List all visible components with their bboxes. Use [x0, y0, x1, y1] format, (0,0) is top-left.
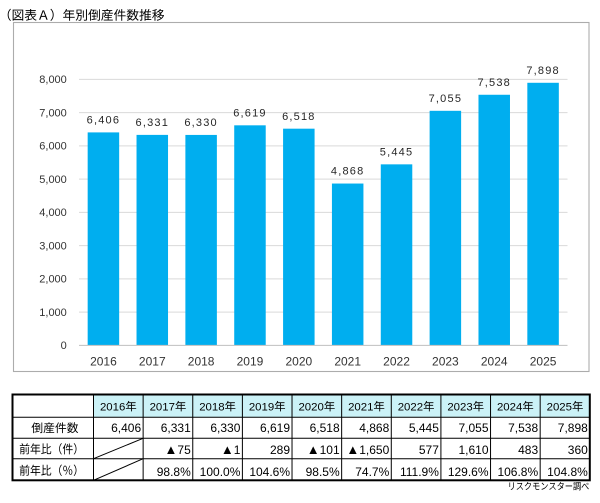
svg-text:1,000: 1,000 [39, 307, 67, 319]
svg-text:7,055: 7,055 [429, 93, 463, 105]
svg-text:6,331: 6,331 [136, 117, 170, 129]
svg-text:2025: 2025 [530, 355, 557, 369]
svg-text:6,331: 6,331 [161, 421, 191, 435]
svg-text:6,518: 6,518 [310, 421, 340, 435]
svg-text:2016: 2016 [100, 402, 125, 414]
svg-text:3,000: 3,000 [39, 240, 67, 252]
svg-text:5,445: 5,445 [409, 421, 439, 435]
svg-text:4,000: 4,000 [39, 207, 67, 219]
svg-text:▲75: ▲75 [165, 442, 192, 457]
svg-text:100.0%: 100.0% [200, 465, 241, 479]
svg-text:2,000: 2,000 [39, 274, 67, 286]
svg-text:▲1,650: ▲1,650 [346, 442, 389, 457]
svg-text:8,000: 8,000 [39, 74, 67, 86]
svg-text:98.5%: 98.5% [306, 465, 340, 479]
svg-text:6,330: 6,330 [184, 117, 218, 129]
svg-text:104.6%: 104.6% [249, 465, 290, 479]
svg-text:2017: 2017 [150, 402, 175, 414]
svg-text:106.8%: 106.8% [497, 465, 538, 479]
svg-text:5,445: 5,445 [380, 147, 414, 159]
svg-text:7,538: 7,538 [477, 77, 511, 89]
svg-text:2021: 2021 [334, 355, 361, 369]
svg-text:▲101: ▲101 [307, 442, 340, 457]
svg-text:2018: 2018 [188, 355, 215, 369]
svg-text:483: 483 [518, 443, 538, 457]
svg-text:7,538: 7,538 [508, 421, 538, 435]
svg-text:2022: 2022 [398, 402, 423, 414]
svg-text:129.6%: 129.6% [448, 465, 489, 479]
svg-text:6,619: 6,619 [260, 421, 290, 435]
svg-text:2021: 2021 [348, 402, 373, 414]
svg-text:2022: 2022 [383, 355, 410, 369]
svg-text:2018: 2018 [199, 402, 224, 414]
svg-text:6,000: 6,000 [39, 141, 67, 153]
svg-text:577: 577 [419, 443, 439, 457]
svg-text:360: 360 [568, 443, 588, 457]
svg-text:289: 289 [270, 443, 290, 457]
svg-text:5,000: 5,000 [39, 174, 67, 186]
svg-text:2025: 2025 [547, 402, 572, 414]
svg-text:1,610: 1,610 [459, 443, 489, 457]
svg-text:98.8%: 98.8% [157, 465, 191, 479]
svg-text:7,000: 7,000 [39, 107, 67, 119]
svg-text:6,518: 6,518 [282, 111, 316, 123]
svg-text:▲1: ▲1 [221, 442, 241, 457]
svg-text:2017: 2017 [139, 355, 166, 369]
svg-text:4,868: 4,868 [359, 421, 389, 435]
svg-text:4,868: 4,868 [331, 166, 365, 178]
svg-text:7,898: 7,898 [558, 421, 588, 435]
svg-text:2016: 2016 [90, 355, 117, 369]
svg-text:2023: 2023 [447, 402, 472, 414]
svg-text:2019: 2019 [237, 355, 264, 369]
svg-text:2020: 2020 [298, 402, 323, 414]
svg-text:0: 0 [61, 340, 67, 352]
svg-text:2024: 2024 [497, 402, 522, 414]
svg-text:104.8%: 104.8% [547, 465, 588, 479]
svg-text:74.7%: 74.7% [355, 465, 389, 479]
svg-text:6,406: 6,406 [111, 421, 141, 435]
svg-text:6,619: 6,619 [233, 108, 267, 120]
svg-text:6,330: 6,330 [210, 421, 240, 435]
svg-text:2024: 2024 [481, 355, 508, 369]
svg-text:7,898: 7,898 [526, 65, 560, 77]
svg-text:7,055: 7,055 [459, 421, 489, 435]
svg-text:111.9%: 111.9% [400, 465, 439, 479]
svg-text:2019: 2019 [249, 402, 274, 414]
svg-text:2020: 2020 [285, 355, 312, 369]
svg-text:2023: 2023 [432, 355, 459, 369]
svg-text:6,406: 6,406 [87, 115, 121, 127]
